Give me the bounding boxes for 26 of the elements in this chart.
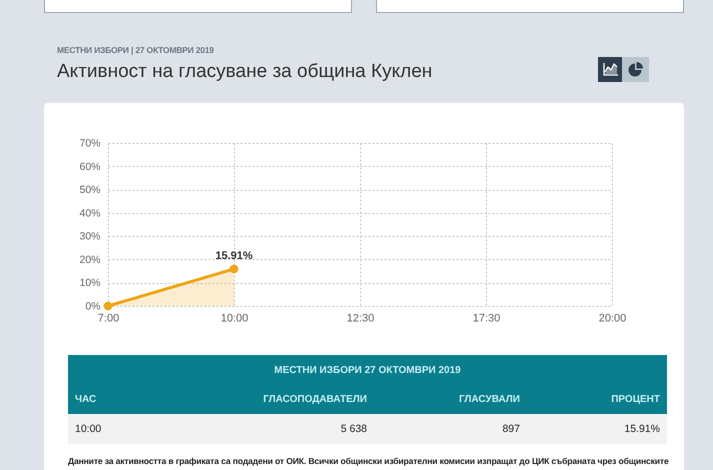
x-tick-label: 12:30 — [346, 312, 374, 324]
y-tick-label: 10% — [79, 277, 100, 290]
y-tick-label: 20% — [79, 254, 100, 266]
x-tick-label: 20:00 — [598, 312, 626, 324]
y-tick-label: 50% — [79, 184, 100, 196]
text: 5 638 — [214, 414, 374, 444]
y-tick-label: 40% — [79, 207, 100, 220]
x-tick-label: 17:30 — [472, 312, 500, 324]
y-tick-label: 60% — [79, 160, 100, 173]
x-tick-label: 10:00 — [220, 312, 248, 324]
text: 15.91% — [527, 414, 667, 444]
y-tick-label: 70% — [79, 138, 100, 150]
x-tick-label: 7:00 — [98, 312, 120, 324]
text: 10:00 — [68, 414, 214, 444]
chart-title: Активност на гласуване за община Куклен — [57, 61, 432, 83]
text: ГЛАСОПОДАВАТЕЛИ — [214, 385, 374, 414]
text: МЕСТНИ ИЗБОРИ 27 ОКТОМВРИ 2019 — [68, 355, 667, 385]
text: Данните за активността в графиката са подадени от ОИК. Всички общински избирателни комисии изпращат до ЦИК събраната чрез общинските — [68, 456, 669, 467]
text: ПРОЦЕНТ — [527, 385, 667, 414]
y-tick-label: 0% — [85, 300, 100, 312]
data-label: 15.91% — [215, 250, 253, 262]
y-tick-label: 30% — [79, 230, 100, 243]
text: ЧАС — [68, 385, 214, 414]
text: 897 — [374, 414, 527, 444]
text: ГЛАСУВАЛИ — [374, 385, 527, 414]
chart-subtitle: МЕСТНИ ИЗБОРИ | 27 ОКТОМВРИ 2019 — [57, 45, 214, 55]
